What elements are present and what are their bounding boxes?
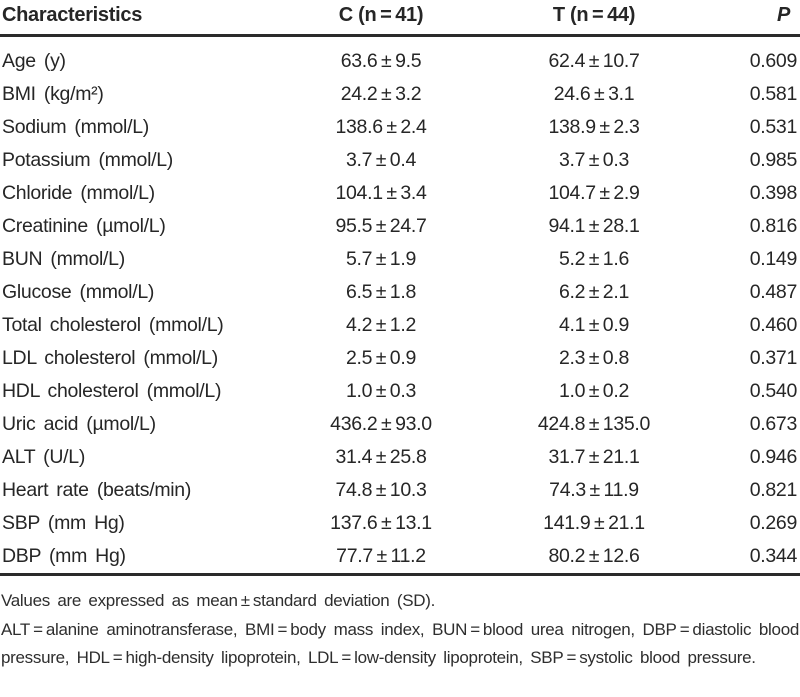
table-row: Total cholesterol (mmol/L) 4.2 ± 1.2 4.1…	[0, 309, 800, 342]
p-value: 0.531	[749, 116, 798, 138]
p-value: 0.581	[749, 83, 798, 105]
control-group-value: 436.2 ± 93.0	[330, 413, 432, 435]
row-label: Uric acid (µmol/L)	[2, 413, 156, 435]
control-group-value: 77.7 ± 11.2	[336, 545, 426, 567]
table-footnotes: Values are expressed as mean ± standard …	[0, 587, 800, 673]
treatment-group-value: 104.7 ± 2.9	[548, 182, 640, 204]
p-value: 0.816	[749, 215, 798, 237]
treatment-group-value: 74.3 ± 11.9	[549, 479, 639, 501]
column-header-control-group: C (n = 41)	[282, 0, 480, 37]
table-row: SBP (mm Hg) 137.6 ± 13.1 141.9 ± 21.1 0.…	[0, 507, 800, 540]
row-label: Potassium (mmol/L)	[2, 149, 173, 171]
control-group-value: 2.5 ± 0.9	[345, 347, 417, 369]
control-group-value: 6.5 ± 1.8	[345, 281, 417, 303]
treatment-group-value: 24.6 ± 3.1	[553, 83, 635, 105]
control-group-value: 24.2 ± 3.2	[340, 83, 422, 105]
treatment-group-value: 138.9 ± 2.3	[548, 116, 640, 138]
control-group-value: 137.6 ± 13.1	[330, 512, 432, 534]
table-row: Sodium (mmol/L) 138.6 ± 2.4 138.9 ± 2.3 …	[0, 111, 800, 144]
p-value: 0.540	[749, 380, 798, 402]
column-header-treatment-group: T (n = 44)	[480, 0, 708, 37]
treatment-group-value: 3.7 ± 0.3	[558, 149, 630, 171]
control-group-value: 3.7 ± 0.4	[345, 149, 417, 171]
table-row: Creatinine (µmol/L) 95.5 ± 24.7 94.1 ± 2…	[0, 210, 800, 243]
control-group-value: 5.7 ± 1.9	[345, 248, 417, 270]
row-label: Sodium (mmol/L)	[2, 116, 149, 138]
control-group-value: 31.4 ± 25.8	[335, 446, 427, 468]
treatment-group-value: 5.2 ± 1.6	[558, 248, 630, 270]
table-row: BUN (mmol/L) 5.7 ± 1.9 5.2 ± 1.6 0.149	[0, 243, 800, 276]
characteristics-table-figure: Characteristics C (n = 41) T (n = 44) P …	[0, 0, 800, 673]
characteristics-table: Characteristics C (n = 41) T (n = 44) P …	[0, 0, 800, 576]
treatment-group-value: 4.1 ± 0.9	[558, 314, 630, 336]
table-row: Glucose (mmol/L) 6.5 ± 1.8 6.2 ± 2.1 0.4…	[0, 276, 800, 309]
control-group-value: 63.6 ± 9.5	[340, 50, 422, 72]
row-label: Glucose (mmol/L)	[2, 281, 155, 303]
treatment-group-value: 424.8 ± 135.0	[537, 413, 651, 435]
p-value: 0.609	[749, 50, 798, 72]
table-row: HDL cholesterol (mmol/L) 1.0 ± 0.3 1.0 ±…	[0, 375, 800, 408]
control-group-value: 4.2 ± 1.2	[345, 314, 417, 336]
row-label: HDL cholesterol (mmol/L)	[2, 380, 222, 402]
control-group-value: 138.6 ± 2.4	[335, 116, 427, 138]
table-row: BMI (kg/m²) 24.2 ± 3.2 24.6 ± 3.1 0.581	[0, 78, 800, 111]
row-label: SBP (mm Hg)	[2, 512, 125, 534]
treatment-group-value: 2.3 ± 0.8	[558, 347, 630, 369]
table-row: Potassium (mmol/L) 3.7 ± 0.4 3.7 ± 0.3 0…	[0, 144, 800, 177]
p-value: 0.487	[749, 281, 798, 303]
control-group-value: 1.0 ± 0.3	[345, 380, 417, 402]
p-value: 0.946	[749, 446, 798, 468]
table-row: Age (y) 63.6 ± 9.5 62.4 ± 10.7 0.609	[0, 36, 800, 79]
p-value: 0.821	[749, 479, 798, 501]
column-header-p-value: P	[708, 0, 800, 37]
row-label: Heart rate (beats/min)	[2, 479, 192, 501]
p-value: 0.371	[749, 347, 798, 369]
control-group-value: 74.8 ± 10.3	[335, 479, 427, 501]
table-row: Heart rate (beats/min) 74.8 ± 10.3 74.3 …	[0, 474, 800, 507]
row-label: Chloride (mmol/L)	[2, 182, 155, 204]
treatment-group-value: 80.2 ± 12.6	[548, 545, 640, 567]
treatment-group-value: 31.7 ± 21.1	[548, 446, 640, 468]
treatment-group-value: 6.2 ± 2.1	[558, 281, 630, 303]
table-row: Chloride (mmol/L) 104.1 ± 3.4 104.7 ± 2.…	[0, 177, 800, 210]
treatment-group-value: 141.9 ± 21.1	[543, 512, 645, 534]
row-label: BUN (mmol/L)	[2, 248, 125, 270]
row-label: Creatinine (µmol/L)	[2, 215, 166, 237]
table-row: LDL cholesterol (mmol/L) 2.5 ± 0.9 2.3 ±…	[0, 342, 800, 375]
table-row: DBP (mm Hg) 77.7 ± 11.2 80.2 ± 12.6 0.34…	[0, 540, 800, 575]
treatment-group-value: 62.4 ± 10.7	[548, 50, 640, 72]
control-group-value: 104.1 ± 3.4	[335, 182, 427, 204]
p-value: 0.344	[749, 545, 798, 567]
column-header-characteristics: Characteristics	[0, 0, 282, 37]
p-value: 0.460	[749, 314, 798, 336]
row-label: LDL cholesterol (mmol/L)	[2, 347, 218, 369]
treatment-group-value: 1.0 ± 0.2	[558, 380, 630, 402]
p-value: 0.673	[749, 413, 798, 435]
row-label: Total cholesterol (mmol/L)	[2, 314, 224, 336]
control-group-value: 95.5 ± 24.7	[335, 215, 427, 237]
treatment-group-value: 94.1 ± 28.1	[548, 215, 640, 237]
footnote-sd: Values are expressed as mean ± standard …	[1, 591, 436, 610]
p-value: 0.985	[749, 149, 798, 171]
row-label: ALT (U/L)	[2, 446, 86, 468]
row-label: Age (y)	[2, 50, 66, 72]
table-row: Uric acid (µmol/L) 436.2 ± 93.0 424.8 ± …	[0, 408, 800, 441]
row-label: DBP (mm Hg)	[2, 545, 126, 567]
p-value: 0.149	[749, 248, 798, 270]
table-body: Age (y) 63.6 ± 9.5 62.4 ± 10.7 0.609 BMI…	[0, 36, 800, 575]
footnote-abbreviations: ALT = alanine aminotransferase, BMI = bo…	[1, 619, 799, 668]
table-header-row: Characteristics C (n = 41) T (n = 44) P	[0, 0, 800, 37]
p-value: 0.398	[749, 182, 798, 204]
row-label: BMI (kg/m²)	[2, 83, 104, 105]
table-row: ALT (U/L) 31.4 ± 25.8 31.7 ± 21.1 0.946	[0, 441, 800, 474]
p-value: 0.269	[749, 512, 798, 534]
